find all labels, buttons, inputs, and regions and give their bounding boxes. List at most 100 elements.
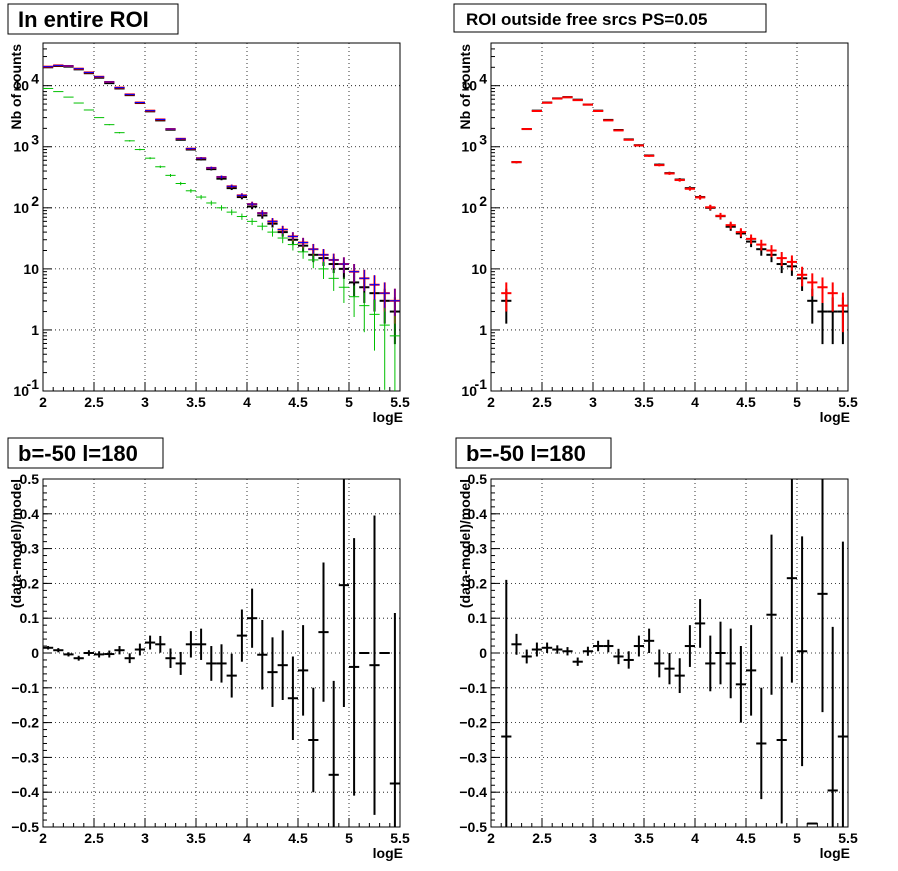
series-0: [43, 479, 400, 827]
y-tick-label: 10: [23, 261, 39, 277]
y-axis-label: Nb of counts: [8, 44, 24, 130]
x-tick-label: 4.5: [288, 830, 308, 846]
y-tick-label: 0.4: [20, 506, 40, 522]
y-tick-label: 1: [31, 322, 39, 338]
x-tick-label: 5: [793, 394, 801, 410]
y-tick-exponent: -1: [475, 376, 488, 392]
y-tick-label: −0.5: [11, 819, 39, 835]
series-2: [43, 64, 400, 324]
x-axis-label: logE: [820, 409, 850, 425]
y-tick-label: 0.2: [20, 575, 40, 591]
x-tick-label: 5.5: [390, 830, 410, 846]
x-tick-label: 2: [39, 394, 47, 410]
y-tick-exponent: 4: [31, 71, 39, 87]
x-tick-label: 4: [691, 394, 699, 410]
y-tick-label: −0.2: [459, 715, 487, 731]
series-0: [501, 479, 848, 827]
title-box: [7, 437, 164, 469]
x-tick-label: 2: [487, 394, 495, 410]
y-tick-label: −0.2: [11, 715, 39, 731]
title-box: [455, 437, 612, 469]
y-tick-label: 10: [13, 139, 29, 155]
x-tick-label: 3: [141, 394, 149, 410]
y-tick-label: 0.3: [20, 541, 40, 557]
y-tick-label: 10: [13, 78, 29, 94]
y-tick-label: 0.2: [468, 575, 488, 591]
series-1: [501, 96, 848, 333]
x-tick-label: 2: [487, 830, 495, 846]
x-tick-label: 2.5: [532, 394, 552, 410]
panel-residuals-right: b=-50 l=180 logE (data-model)/model 2 2.5…: [455, 437, 858, 861]
chart-title: b=-50 l=180: [466, 441, 586, 466]
y-tick-label: 0.1: [20, 610, 40, 626]
y-tick-label: 0.5: [20, 471, 40, 487]
x-tick-label: 5: [793, 830, 801, 846]
y-tick-label: 10: [471, 261, 487, 277]
y-tick-label: 10: [461, 200, 477, 216]
x-tick-label: 2.5: [84, 394, 104, 410]
y-axis-label: (data-model)/model: [8, 479, 24, 608]
chart-title: In entire ROI: [18, 7, 149, 32]
x-tick-label: 4: [243, 830, 251, 846]
x-tick-label: 3.5: [186, 394, 206, 410]
y-tick-label: 10: [461, 78, 477, 94]
x-tick-label: 5.5: [838, 830, 858, 846]
x-tick-label: 3.5: [634, 394, 654, 410]
y-tick-exponent: 3: [31, 132, 39, 148]
x-tick-label: 3: [589, 830, 597, 846]
y-tick-label: −0.4: [11, 784, 39, 800]
x-tick-label: 5.5: [390, 394, 410, 410]
x-tick-label: 5: [345, 394, 353, 410]
y-tick-label: 10: [13, 383, 29, 399]
x-tick-label: 5.5: [838, 394, 858, 410]
y-tick-label: −0.3: [11, 749, 39, 765]
y-tick-label: 1: [479, 322, 487, 338]
y-tick-label: −0.3: [459, 749, 487, 765]
y-tick-label: 0.5: [468, 471, 488, 487]
y-tick-label: 0: [479, 645, 487, 661]
y-tick-exponent: 4: [479, 71, 487, 87]
x-tick-label: 2: [39, 830, 47, 846]
y-tick-label: 10: [13, 200, 29, 216]
x-tick-label: 3.5: [186, 830, 206, 846]
y-axis-label: (data-model)/model: [457, 479, 473, 608]
x-tick-label: 4.5: [736, 394, 756, 410]
chart-title: ROI outside free srcs PS=0.05: [466, 10, 707, 29]
x-tick-label: 4: [243, 394, 251, 410]
y-tick-exponent: 2: [31, 193, 39, 209]
panel-counts-entire-roi: In entire ROI logE Nb of counts 2 2.5 3 3.5…: [7, 3, 410, 425]
panel-residuals-left: b=-50 l=180 logE (data-model)/model 2 2.5…: [7, 437, 410, 861]
plot-area: [42, 42, 401, 392]
x-tick-label: 4.5: [736, 830, 756, 846]
x-tick-label: 3.5: [634, 830, 654, 846]
y-tick-label: 0: [31, 645, 39, 661]
x-tick-label: 4.5: [288, 394, 308, 410]
y-tick-label: −0.1: [11, 680, 39, 696]
plot-frame: [490, 42, 849, 392]
chart-title: b=-50 l=180: [18, 441, 138, 466]
y-tick-label: −0.4: [459, 784, 487, 800]
x-axis-label: logE: [373, 845, 403, 861]
x-axis-label: logE: [373, 409, 403, 425]
y-tick-label: 10: [461, 139, 477, 155]
y-tick-label: 0.1: [468, 610, 488, 626]
panel-counts-outside-free-srcs: ROI outside free srcs PS=0.05 logE Nb of…: [453, 3, 858, 425]
y-axis-label: Nb of counts: [457, 44, 473, 130]
y-tick-label: −0.5: [459, 819, 487, 835]
x-tick-label: 2.5: [532, 830, 552, 846]
series-3: [43, 87, 400, 391]
y-tick-label: −0.1: [459, 680, 487, 696]
y-tick-label: 0.4: [468, 506, 488, 522]
y-tick-label: 0.3: [468, 541, 488, 557]
x-tick-label: 4: [691, 830, 699, 846]
title-box: [453, 3, 767, 33]
y-tick-exponent: 2: [479, 193, 487, 209]
x-tick-label: 3: [141, 830, 149, 846]
x-axis-label: logE: [820, 845, 850, 861]
title-box: [7, 3, 179, 35]
y-tick-label: 10: [461, 383, 477, 399]
x-tick-label: 5: [345, 830, 353, 846]
y-tick-exponent: -1: [27, 376, 40, 392]
x-tick-label: 3: [589, 394, 597, 410]
